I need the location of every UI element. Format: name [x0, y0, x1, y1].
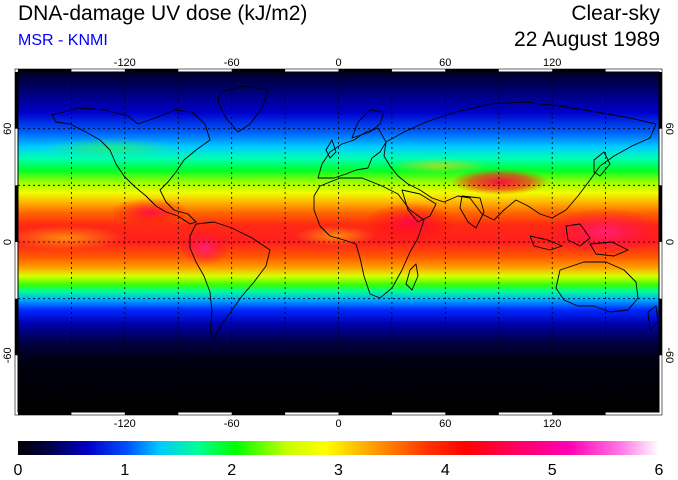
colorbar-tick-label: 0 [14, 462, 23, 479]
lon-label-bottom: -120 [114, 418, 136, 430]
map-frame [14, 68, 663, 416]
lat-label-right: 0 [663, 239, 675, 245]
colorbar: 0 1 2 3 4 5 6 [14, 441, 664, 479]
map-source: MSR - KNMI [18, 32, 108, 49]
lon-label-top: -60 [224, 57, 240, 69]
graticule [18, 72, 659, 412]
lat-label-right: 60 [663, 123, 675, 135]
lon-label-bottom: -60 [224, 418, 240, 430]
lat-label-left: -60 [2, 347, 14, 363]
lon-label-top: -120 [114, 57, 136, 69]
colorbar-tick-label: 6 [655, 462, 664, 479]
map-title: DNA-damage UV dose (kJ/m2) [18, 2, 308, 25]
map-date: 22 August 1989 [514, 28, 660, 51]
lat-label-right: -60 [663, 347, 675, 363]
lon-label-bottom: 120 [543, 418, 561, 430]
colorbar-tick-label: 2 [227, 462, 236, 479]
lon-label-bottom: 0 [335, 418, 341, 430]
lon-label-bottom: 60 [439, 418, 451, 430]
colorbar-gradient [18, 441, 659, 455]
colorbar-tick-label: 3 [334, 462, 343, 479]
lon-label-top: 0 [335, 57, 341, 69]
lon-label-top: 60 [439, 57, 451, 69]
colorbar-tick-label: 4 [441, 462, 450, 479]
sky-condition: Clear-sky [571, 2, 660, 25]
lat-label-left: 60 [2, 123, 14, 135]
lon-label-top: 120 [543, 57, 561, 69]
colorbar-tick-label: 5 [548, 462, 557, 479]
lat-label-left: 0 [2, 239, 14, 245]
colorbar-tick-label: 1 [120, 462, 129, 479]
